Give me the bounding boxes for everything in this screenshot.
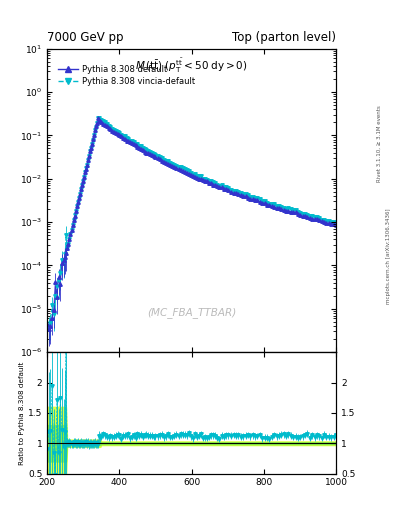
Text: Rivet 3.1.10, ≥ 3.1M events: Rivet 3.1.10, ≥ 3.1M events xyxy=(377,105,382,182)
Text: Top (parton level): Top (parton level) xyxy=(232,31,336,44)
Y-axis label: Ratio to Pythia 8.308 default: Ratio to Pythia 8.308 default xyxy=(19,361,25,464)
Text: mcplots.cern.ch [arXiv:1306.3436]: mcplots.cern.ch [arXiv:1306.3436] xyxy=(386,208,391,304)
Text: 7000 GeV pp: 7000 GeV pp xyxy=(47,31,124,44)
Text: $M\,(\mathrm{t\bar{t}})\;(p_\mathrm{T}^{\mathrm{t\bar{t}}} < 50\;\mathrm{dy} > 0: $M\,(\mathrm{t\bar{t}})\;(p_\mathrm{T}^{… xyxy=(135,56,248,75)
Text: (MC_FBA_TTBAR): (MC_FBA_TTBAR) xyxy=(147,307,236,318)
Legend: Pythia 8.308 default, Pythia 8.308 vincia-default: Pythia 8.308 default, Pythia 8.308 vinci… xyxy=(54,62,198,89)
